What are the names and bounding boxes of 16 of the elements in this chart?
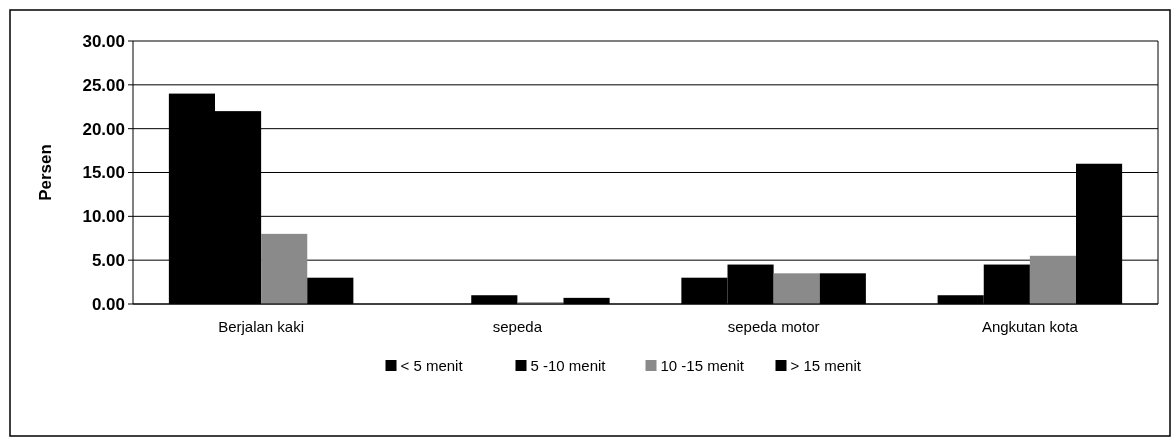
y-tick-label: 10.00 bbox=[82, 207, 125, 227]
x-tick-label: Angkutan kota bbox=[981, 318, 1079, 335]
x-tick-label: Berjalan kaki bbox=[218, 318, 305, 335]
legend-label: 5 -10 menit bbox=[530, 357, 607, 375]
x-tick-label: sepeda bbox=[492, 318, 543, 335]
y-tick-label: 5.00 bbox=[91, 251, 125, 271]
y-tick-label: 25.00 bbox=[82, 75, 125, 95]
y-axis-title: Persen bbox=[36, 144, 55, 201]
y-tick-label: 20.00 bbox=[82, 119, 125, 139]
legend-label: > 15 menit bbox=[790, 357, 862, 375]
x-tick-label: sepeda motor bbox=[727, 318, 820, 335]
legend-label: < 5 menit bbox=[400, 357, 464, 375]
y-tick-label: 0.00 bbox=[91, 294, 125, 314]
legend-label: 10 -15 menit bbox=[660, 357, 745, 375]
y-tick-label: 30.00 bbox=[82, 31, 125, 51]
y-tick-label: 15.00 bbox=[82, 163, 125, 183]
